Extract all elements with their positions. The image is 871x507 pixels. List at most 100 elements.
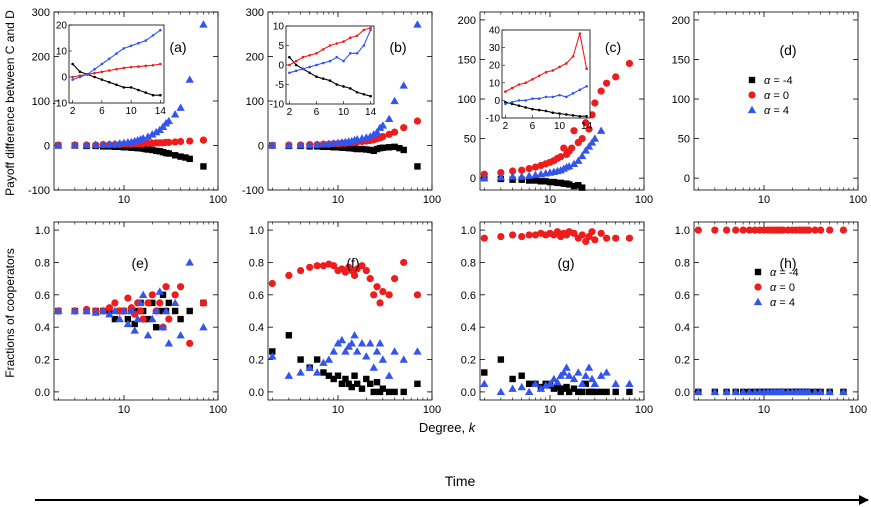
data-point — [525, 165, 533, 173]
data-point — [612, 234, 620, 242]
inset-data-point — [288, 71, 291, 75]
inset-data-point — [107, 57, 111, 61]
data-point — [546, 178, 554, 186]
panel-frame — [479, 221, 645, 401]
panel-label-h: (h) — [779, 255, 796, 271]
data-point — [165, 299, 173, 307]
inset-y-tick-label: -5 — [275, 80, 284, 91]
x-tick-label: 100 — [423, 194, 441, 206]
data-point — [531, 231, 540, 239]
series-square — [269, 332, 421, 396]
data-point — [550, 385, 558, 392]
data-point — [625, 59, 634, 68]
data-point — [186, 155, 193, 163]
inset-data-point — [288, 63, 291, 67]
y-tick-label: 150 — [458, 54, 476, 66]
y-tick-label: 0 — [258, 141, 264, 153]
inset-data-point — [571, 92, 575, 95]
x-axis-title-variable: k — [469, 420, 477, 435]
data-point — [413, 117, 422, 125]
inset-data-point — [294, 59, 298, 63]
inset-data-point — [362, 28, 366, 32]
data-point — [587, 138, 597, 146]
y-tick-label: 1.0 — [461, 225, 476, 237]
panel-label-b: (b) — [389, 39, 406, 55]
inset-data-point — [308, 71, 311, 75]
data-point — [370, 388, 377, 396]
data-point — [334, 372, 342, 379]
inset-data-point — [115, 83, 118, 87]
data-point — [353, 145, 361, 153]
data-point — [199, 20, 208, 28]
inset-data-point — [294, 69, 298, 73]
y-tick-label: 0.0 — [35, 387, 50, 399]
data-point — [390, 275, 399, 283]
data-point — [554, 179, 561, 187]
inset-data-point — [517, 104, 521, 107]
y-tick-label: 0.6 — [35, 290, 50, 302]
inset-data-point — [129, 65, 133, 69]
x-tick-label: 10 — [118, 194, 130, 206]
data-point — [296, 266, 305, 275]
data-point — [366, 146, 374, 154]
inset-data-point — [100, 62, 104, 66]
data-point — [591, 236, 599, 244]
legend-marker-square — [754, 268, 762, 276]
data-point — [199, 136, 208, 144]
data-point — [362, 266, 370, 275]
data-point — [127, 306, 136, 315]
y-tick-label: 0.4 — [35, 322, 50, 334]
inset-data-point — [129, 44, 133, 48]
y-tick-label: 100 — [458, 94, 476, 106]
data-point — [161, 306, 171, 315]
data-point — [176, 137, 185, 146]
inset-data-point — [159, 28, 162, 32]
inset-data-point — [537, 108, 541, 112]
inset-data-point — [537, 74, 541, 78]
data-point — [348, 383, 355, 391]
y-tick-label: 0 — [684, 173, 690, 185]
data-point — [384, 114, 394, 122]
y-tick-label: 0.0 — [249, 387, 264, 399]
y-tick-label: -100 — [242, 185, 264, 197]
data-point — [508, 384, 517, 392]
data-point — [342, 375, 349, 383]
data-point — [582, 119, 590, 127]
inset-data-point — [137, 88, 140, 92]
inset-y-tick-label: 0 — [278, 61, 284, 72]
data-point — [91, 308, 100, 316]
data-point — [342, 144, 349, 151]
legend-marker-square — [748, 76, 756, 84]
inset-data-point — [369, 26, 372, 30]
inset-data-point — [107, 80, 111, 84]
series-triangle — [54, 20, 208, 149]
data-point — [351, 372, 358, 379]
inset-y-tick-label: -10 — [486, 114, 501, 125]
data-point — [497, 356, 505, 363]
y-tick-label: 0.4 — [461, 322, 476, 334]
y-tick-label: 0.4 — [675, 322, 690, 334]
data-point — [370, 147, 377, 155]
data-point — [590, 134, 600, 142]
inset-data-point — [571, 55, 575, 58]
data-point — [337, 335, 347, 344]
inset-data-point — [144, 64, 148, 68]
y-tick-label: 0.6 — [675, 290, 690, 302]
inset-data-point — [342, 59, 345, 63]
data-point — [577, 151, 587, 160]
data-point — [524, 171, 534, 179]
data-point — [384, 371, 394, 379]
data-point — [575, 182, 582, 189]
legend-symbol-alpha: α — [764, 90, 771, 102]
inset-y-tick-label: 0 — [494, 96, 500, 107]
data-point — [152, 323, 160, 331]
y-tick-label: 300 — [32, 7, 50, 19]
data-point — [91, 140, 100, 148]
data-point — [525, 380, 533, 388]
data-point — [357, 339, 367, 347]
inset-data-point — [308, 53, 311, 57]
data-point — [144, 146, 152, 153]
inset-data-point — [122, 47, 126, 50]
inset-x-tick-label: 2 — [287, 107, 293, 118]
